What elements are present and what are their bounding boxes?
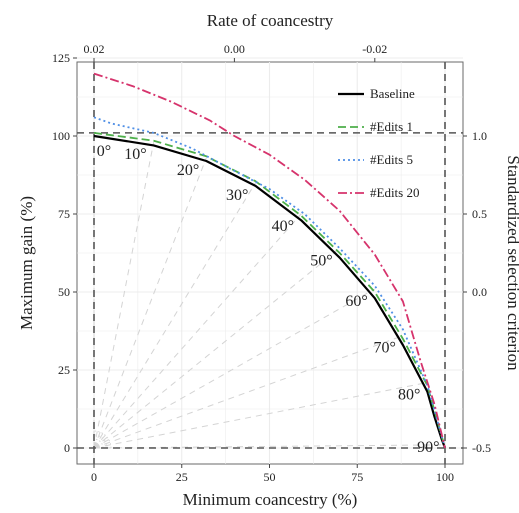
y-tick-label: 125 (52, 51, 70, 65)
y-tick-label: 25 (58, 363, 70, 377)
angle-arc (93, 434, 108, 449)
series-line-edits-5 (93, 116, 446, 449)
series-line-edits-1 (93, 132, 446, 449)
legend-label: Baseline (370, 86, 415, 101)
legend: Baseline #Edits 1 #Edits 5 #Edits 20 (338, 86, 419, 200)
angle-labels: 0° 10° 20° 30° 40° 50° 60° 70° 80° 90° (97, 143, 440, 456)
angle-ray (93, 288, 376, 449)
angle-label: 60° (345, 293, 367, 310)
y-axis-title: Maximum gain (%) (17, 196, 36, 330)
angle-label: 20° (177, 162, 199, 179)
axis-ticks: 0 25 50 75 100 0 25 50 75 100 125 0.02 0.00 -0.02 1.0 0… (52, 42, 491, 484)
angle-ray (93, 213, 302, 449)
right-axis-title: Standardized selection criterion (504, 155, 519, 371)
legend-label: #Edits 5 (370, 152, 413, 167)
angle-ray (93, 157, 207, 449)
x-tick-label: 0 (91, 470, 97, 484)
right-tick-label: -0.5 (472, 441, 491, 455)
series-lines (93, 72, 447, 449)
x-tick-label: 75 (351, 470, 363, 484)
angle-ray (93, 247, 341, 449)
angle-label: 80° (398, 386, 420, 403)
y-tick-label: 50 (58, 285, 70, 299)
legend-label: #Edits 20 (370, 185, 419, 200)
top-tick-label: -0.02 (362, 42, 387, 56)
x-tick-label: 50 (264, 470, 276, 484)
top-axis-title: Rate of coancestry (207, 11, 334, 30)
angle-label: 10° (124, 146, 146, 163)
right-tick-label: 0.5 (472, 207, 487, 221)
top-tick-label: 0.00 (224, 42, 245, 56)
series-line-baseline (93, 134, 447, 449)
x-tick-label: 25 (176, 470, 188, 484)
angle-label: 70° (373, 340, 395, 357)
top-tick-label: 0.02 (84, 42, 105, 56)
angle-arc (93, 442, 100, 449)
angle-label: 40° (272, 218, 294, 235)
angle-label: 50° (310, 252, 332, 269)
y-tick-label: 75 (58, 207, 70, 221)
legend-label: #Edits 1 (370, 119, 413, 134)
reference-lines (77, 62, 463, 464)
y-tick-label: 0 (64, 441, 70, 455)
angle-ray (93, 381, 428, 449)
x-tick-label: 100 (436, 470, 454, 484)
angle-label: 90° (417, 439, 439, 456)
y-tick-label: 100 (52, 129, 70, 143)
angle-ray (93, 182, 256, 449)
x-axis-title: Minimum coancestry (%) (183, 490, 358, 509)
right-tick-label: 1.0 (472, 129, 487, 143)
angle-ray (93, 142, 155, 449)
angle-label: 0° (97, 143, 111, 160)
right-tick-label: 0.0 (472, 285, 487, 299)
angle-label: 30° (226, 187, 248, 204)
